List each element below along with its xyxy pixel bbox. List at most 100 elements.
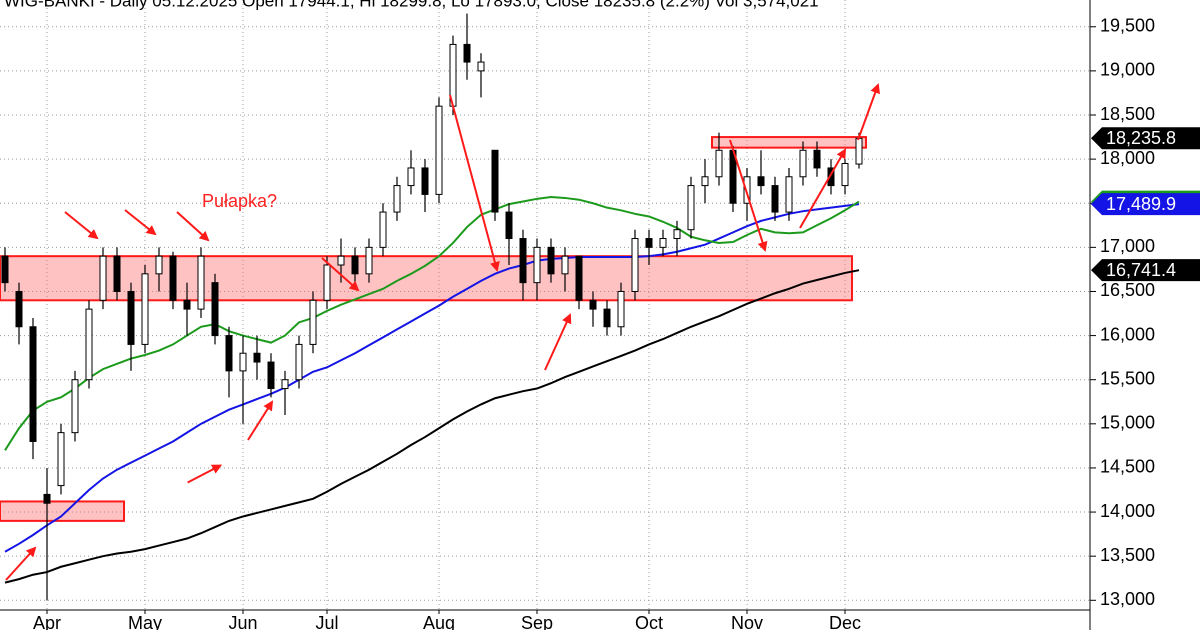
moving-average — [4, 269, 860, 584]
y-tick-label: 13,000 — [1100, 589, 1155, 609]
candle-body — [589, 299, 597, 310]
candle-body — [519, 238, 527, 284]
plot: Apr May Jun Jul Aug Sep Oct Nov Dec — [0, 13, 1090, 630]
candle-body — [463, 43, 471, 63]
candle-body — [85, 308, 93, 381]
zone — [711, 136, 867, 149]
candle-body — [309, 299, 317, 345]
candle-body — [281, 379, 289, 390]
candle-body — [379, 211, 387, 248]
y-tick-label: 15,000 — [1100, 413, 1155, 433]
candle-body — [169, 255, 177, 301]
price-tag-label: 18,235.8 — [1106, 128, 1176, 148]
candle-body — [645, 238, 653, 248]
arrow — [857, 83, 880, 141]
candle-body — [827, 167, 835, 187]
x-tick-label: Jun — [228, 613, 257, 630]
candle-body — [855, 137, 863, 165]
candle-body — [617, 290, 625, 328]
x-tick-label: Nov — [731, 613, 763, 630]
arrow — [187, 464, 223, 484]
candle-body — [15, 290, 23, 328]
arrow — [124, 209, 157, 236]
x-tick-label: Apr — [33, 613, 61, 630]
candle-body — [365, 246, 373, 275]
moving-average — [4, 203, 860, 553]
candle-body — [813, 149, 821, 169]
candle-body — [785, 176, 793, 213]
y-tick-label: 18,500 — [1100, 104, 1155, 124]
candle-body — [771, 185, 779, 213]
candle-body — [225, 335, 233, 372]
arrow — [5, 546, 37, 581]
candle-body — [673, 229, 681, 240]
x-tick-label: Dec — [829, 613, 861, 630]
arrow — [321, 257, 360, 292]
candle-body — [155, 255, 163, 275]
y-tick-label: 15,500 — [1100, 368, 1155, 388]
y-tick-label: 18,000 — [1100, 148, 1155, 168]
y-tick-label: 17,000 — [1100, 236, 1155, 256]
candle-body — [659, 238, 667, 248]
candle-body — [757, 176, 765, 187]
candle-body — [477, 61, 485, 72]
price-tag — [1091, 259, 1200, 282]
x-tick-label: Jul — [315, 613, 338, 630]
x-tick-label: Aug — [423, 613, 455, 630]
candle-body — [505, 211, 513, 240]
arrows — [5, 83, 880, 581]
candle-body — [393, 185, 401, 213]
candle-body — [239, 352, 247, 372]
candle-body — [197, 255, 205, 310]
y-axis: 13,000 13,500 14,000 14,500 15,000 15,500 16,0… — [1090, 16, 1200, 609]
candle-body — [715, 149, 723, 178]
y-tick-label: 14,000 — [1100, 501, 1155, 521]
arrow — [176, 211, 210, 242]
x-tick-label: May — [128, 613, 162, 630]
y-tick-label: 14,500 — [1100, 457, 1155, 477]
price-tag-label: 16,741.4 — [1106, 260, 1176, 280]
candle-body — [211, 282, 219, 337]
arrow — [729, 139, 768, 252]
y-tick-label: 13,500 — [1100, 545, 1155, 565]
candle-body — [253, 352, 261, 363]
candle-body — [71, 379, 79, 434]
arrow — [544, 313, 572, 371]
candle-body — [491, 149, 499, 213]
zone — [0, 500, 125, 522]
y-tick-label: 16,500 — [1100, 280, 1155, 300]
candle-body — [1, 255, 9, 284]
candle-body — [127, 290, 135, 345]
price-tag-label: 17,489.9 — [1106, 194, 1176, 214]
candle-body — [575, 255, 583, 301]
candle-body — [687, 185, 695, 231]
arrow — [247, 400, 274, 441]
x-tick-label: Sep — [521, 613, 553, 630]
y-tick-label: 19,500 — [1100, 16, 1155, 36]
candle-body — [631, 238, 639, 292]
candle-body — [603, 308, 611, 328]
candle-body — [351, 255, 359, 275]
candle-body — [561, 255, 569, 275]
price-tag — [1091, 127, 1200, 150]
moving-average — [4, 196, 860, 451]
candle-body — [421, 167, 429, 195]
price-tag — [1091, 193, 1200, 216]
candle-body — [323, 264, 331, 301]
candle-body — [533, 246, 541, 284]
candle-body — [43, 493, 51, 504]
candle-body — [183, 299, 191, 310]
candle-body — [337, 255, 345, 266]
annotation: Pułapka? — [202, 191, 277, 211]
candle-body — [743, 176, 751, 204]
arrow — [799, 148, 846, 229]
candle-body — [113, 255, 121, 292]
candle-body — [435, 105, 443, 195]
candle-body — [701, 176, 709, 187]
y-tick-label: 19,000 — [1100, 60, 1155, 80]
y-tick-label: 16,000 — [1100, 324, 1155, 344]
candle-body — [141, 273, 149, 345]
candle-body — [407, 167, 415, 187]
